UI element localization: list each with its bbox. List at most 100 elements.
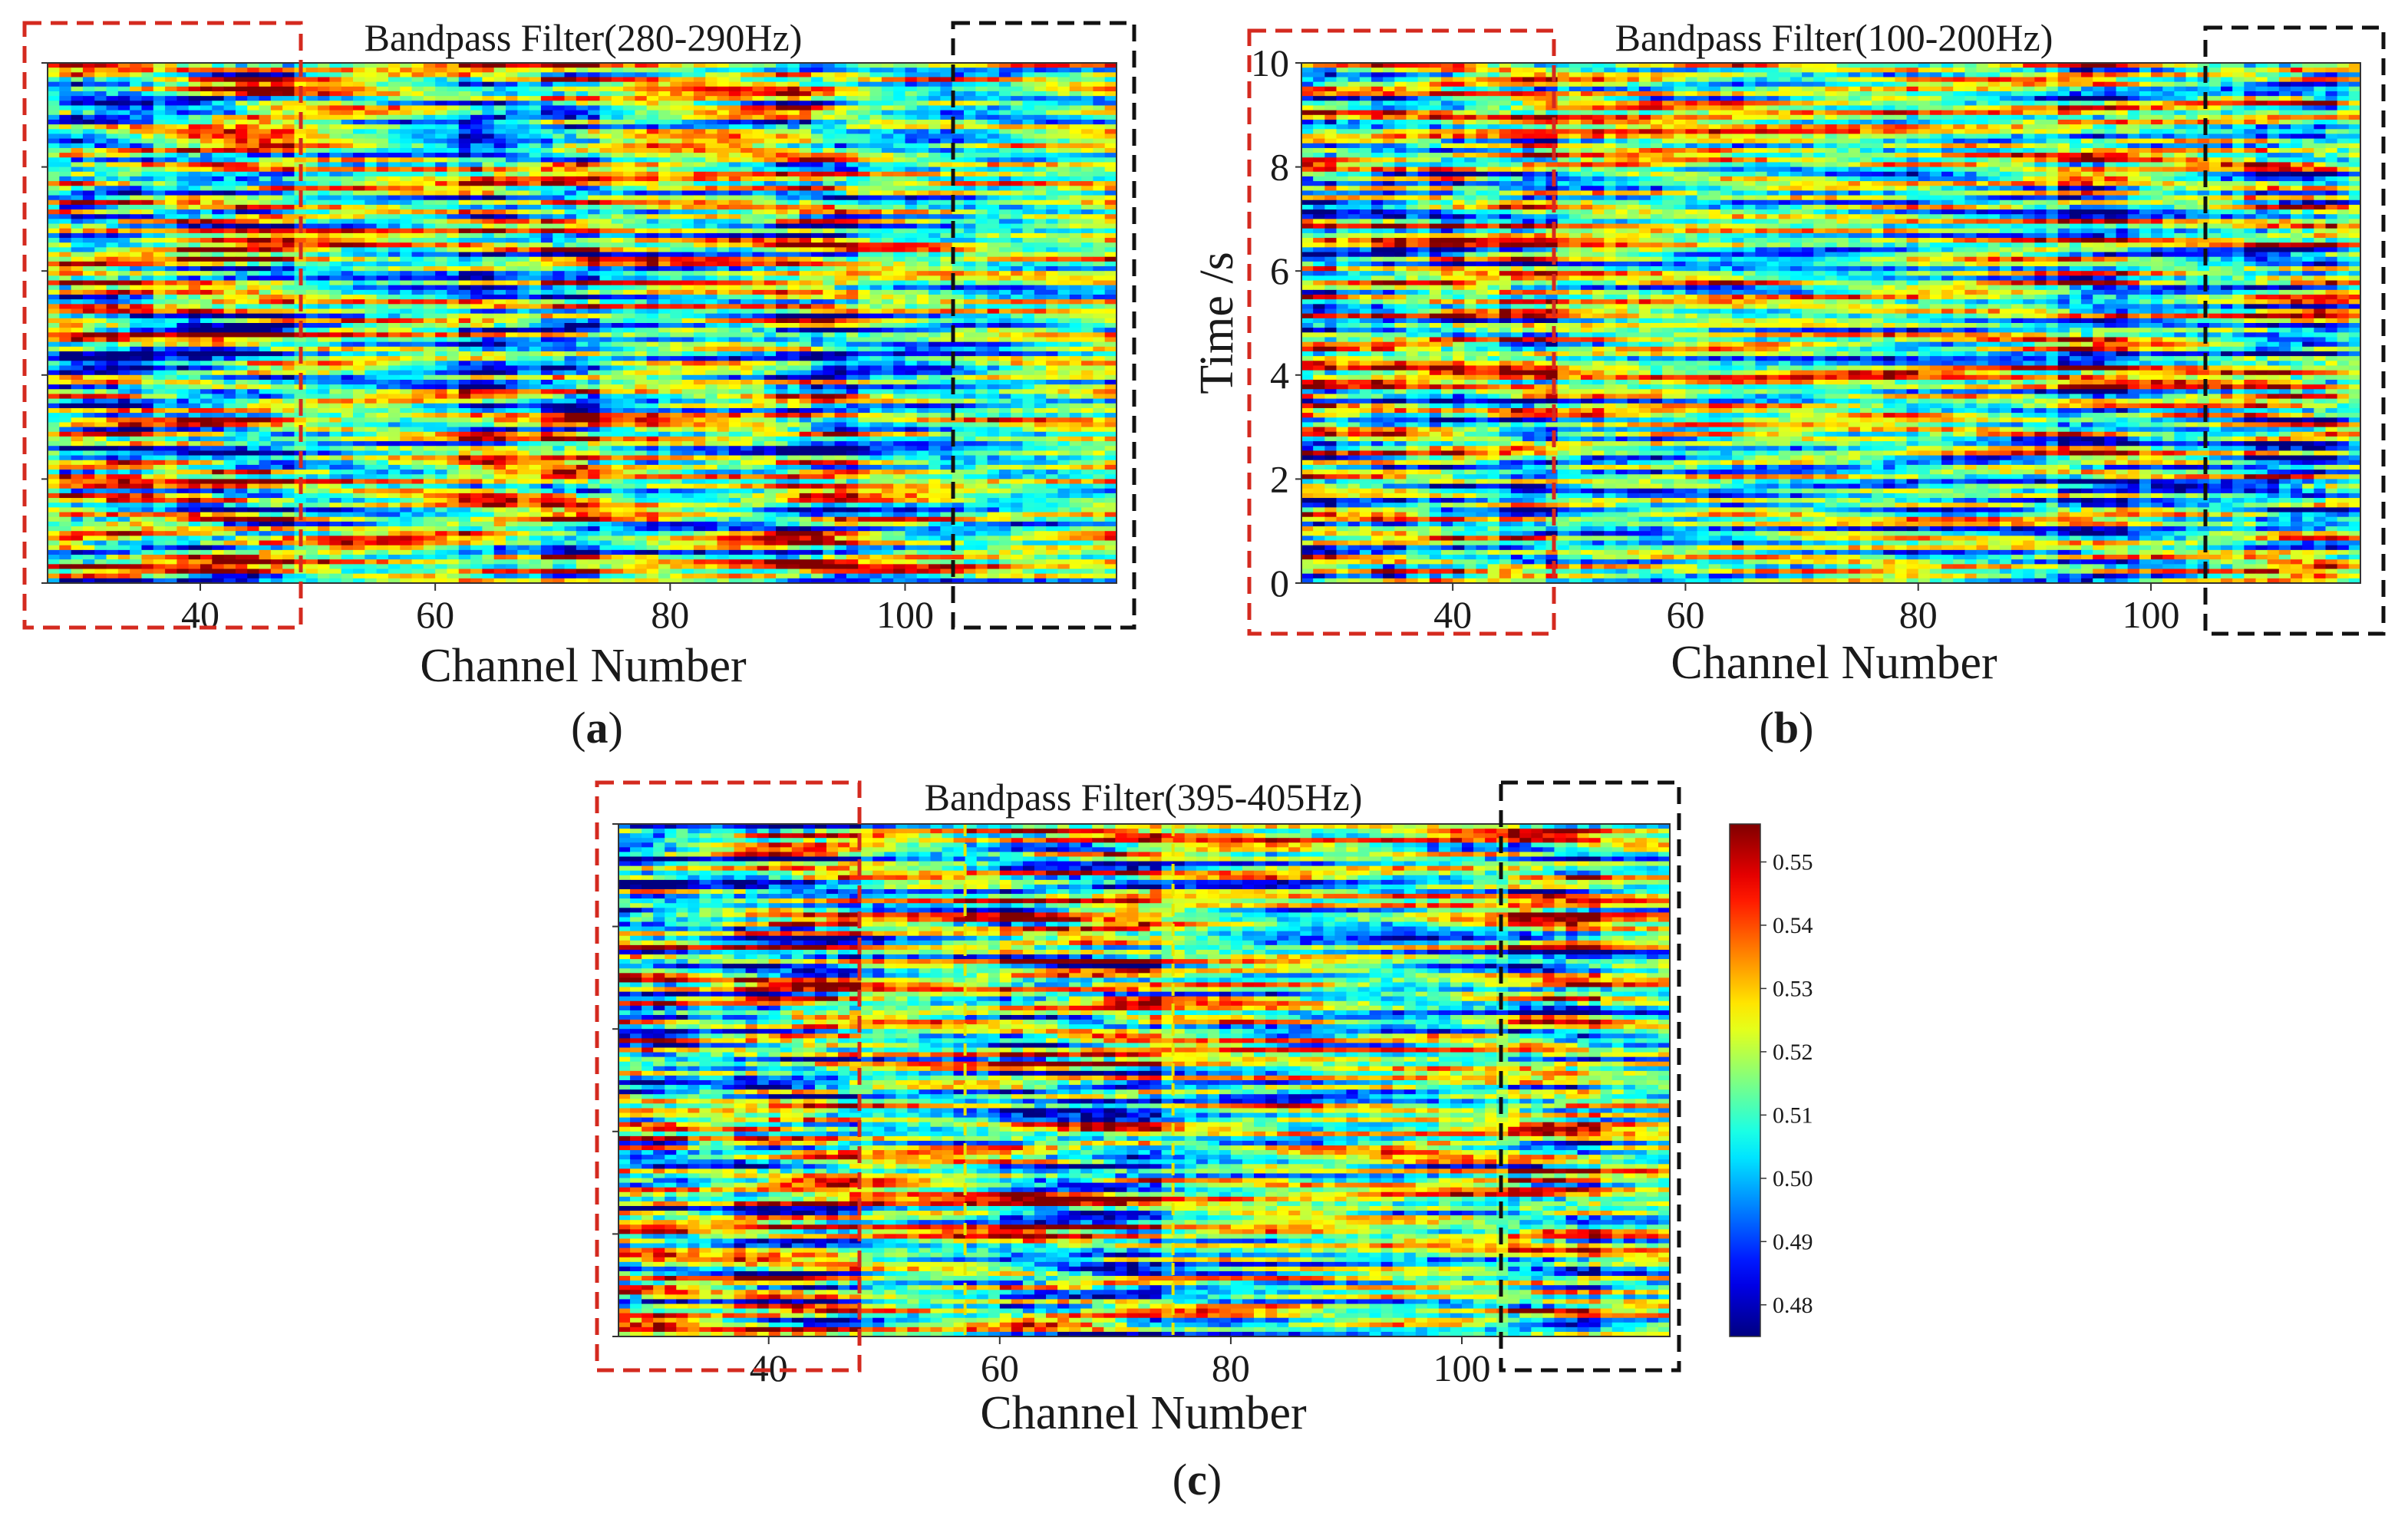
heatmap-cell — [705, 147, 718, 153]
heatmap-cell — [905, 285, 918, 291]
heatmap-cell — [117, 214, 130, 219]
heatmap-cell — [611, 110, 624, 116]
heatmap-cell — [48, 181, 60, 186]
heatmap-cell — [1022, 295, 1035, 300]
heatmap-cell — [247, 72, 260, 78]
heatmap-cell — [94, 101, 107, 107]
heatmap-cell — [153, 308, 166, 315]
heatmap-cell — [376, 252, 389, 258]
heatmap-cell — [447, 114, 460, 120]
heatmap-cell — [764, 232, 777, 239]
heatmap-cell — [517, 91, 530, 97]
heatmap-cell — [998, 238, 1011, 243]
heatmap-cell — [117, 199, 130, 206]
heatmap-cell — [94, 271, 107, 276]
heatmap-cell — [235, 289, 248, 295]
heatmap-cell — [588, 81, 601, 87]
heatmap-cell — [998, 275, 1011, 282]
heatmap-cell — [728, 252, 741, 258]
heatmap-cell — [893, 153, 906, 158]
heatmap-cell — [1022, 181, 1035, 186]
heatmap-cell — [893, 242, 906, 248]
heatmap-cell — [975, 186, 988, 192]
heatmap-cell — [693, 133, 706, 140]
heatmap-cell — [71, 181, 84, 186]
heatmap-cell — [482, 63, 495, 68]
heatmap-cell — [893, 166, 906, 173]
heatmap-cell — [952, 271, 965, 276]
heatmap-cell — [458, 280, 471, 286]
heatmap-cell — [881, 114, 894, 120]
heatmap-cell — [506, 147, 518, 153]
heatmap-cell — [458, 271, 471, 276]
heatmap-cell — [1046, 143, 1059, 149]
heatmap-cell — [153, 72, 166, 78]
heatmap-cell — [82, 275, 95, 282]
heatmap-cell — [952, 190, 965, 196]
heatmap-cell — [670, 124, 683, 130]
heatmap-cell — [658, 81, 671, 87]
heatmap-cell — [564, 138, 577, 144]
heatmap-cell — [728, 261, 741, 267]
heatmap-cell — [1034, 195, 1047, 201]
heatmap-cell — [1069, 261, 1082, 267]
heatmap-cell — [658, 256, 671, 262]
heatmap-cell — [799, 195, 812, 201]
heatmap-cell — [1081, 129, 1093, 135]
heatmap-cell — [929, 219, 941, 225]
heatmap-cell — [470, 242, 483, 248]
heatmap-cell — [635, 181, 648, 186]
heatmap-cell — [811, 72, 823, 78]
heatmap-cell — [411, 133, 424, 140]
heatmap-cell — [130, 318, 143, 324]
heatmap-cell — [130, 209, 143, 215]
heatmap-cell — [1081, 256, 1093, 262]
heatmap-cell — [658, 162, 671, 168]
heatmap-cell — [893, 232, 906, 239]
heatmap-cell — [635, 242, 648, 248]
heatmap-cell — [588, 171, 601, 177]
heatmap-cell — [94, 91, 107, 97]
heatmap-cell — [411, 266, 424, 272]
heatmap-cell — [940, 63, 953, 68]
heatmap-cell — [1011, 318, 1024, 324]
heatmap-cell — [705, 96, 718, 101]
heatmap-cell — [447, 304, 460, 310]
heatmap-cell — [741, 304, 754, 310]
heatmap-cell — [470, 261, 483, 267]
heatmap-cell — [423, 285, 436, 291]
heatmap-cell — [646, 304, 659, 310]
heatmap-cell — [341, 299, 354, 305]
heatmap-cell — [728, 110, 741, 116]
heatmap-cell — [71, 280, 84, 286]
heatmap-cell — [305, 101, 318, 107]
heatmap-cell — [329, 138, 342, 144]
heatmap-cell — [1104, 147, 1117, 153]
heatmap-cell — [681, 247, 694, 253]
heatmap-cell — [130, 247, 143, 253]
heatmap-cell — [998, 162, 1011, 168]
heatmap-cell — [987, 63, 1000, 68]
heatmap-cell — [540, 223, 553, 229]
heatmap-cell — [376, 219, 389, 225]
heatmap-cell — [905, 181, 918, 186]
heatmap-cell — [435, 219, 448, 225]
heatmap-cell — [305, 209, 318, 215]
heatmap-cell — [1011, 114, 1024, 120]
heatmap-cell — [493, 232, 506, 239]
heatmap-cell — [223, 289, 236, 295]
heatmap-cell — [540, 68, 553, 73]
heatmap-cell — [400, 295, 413, 300]
heatmap-cell — [670, 304, 683, 310]
heatmap-cell — [869, 247, 882, 253]
heatmap-cell — [975, 153, 988, 158]
heatmap-cell — [646, 110, 659, 116]
heatmap-cell — [141, 105, 154, 111]
heatmap-cell — [388, 124, 401, 130]
heatmap-cell — [1104, 101, 1117, 107]
heatmap-cell — [364, 143, 378, 149]
heatmap-cell — [1046, 299, 1059, 305]
heatmap-cell — [670, 91, 683, 97]
heatmap-cell — [59, 256, 72, 262]
heatmap-cell — [1093, 110, 1106, 116]
